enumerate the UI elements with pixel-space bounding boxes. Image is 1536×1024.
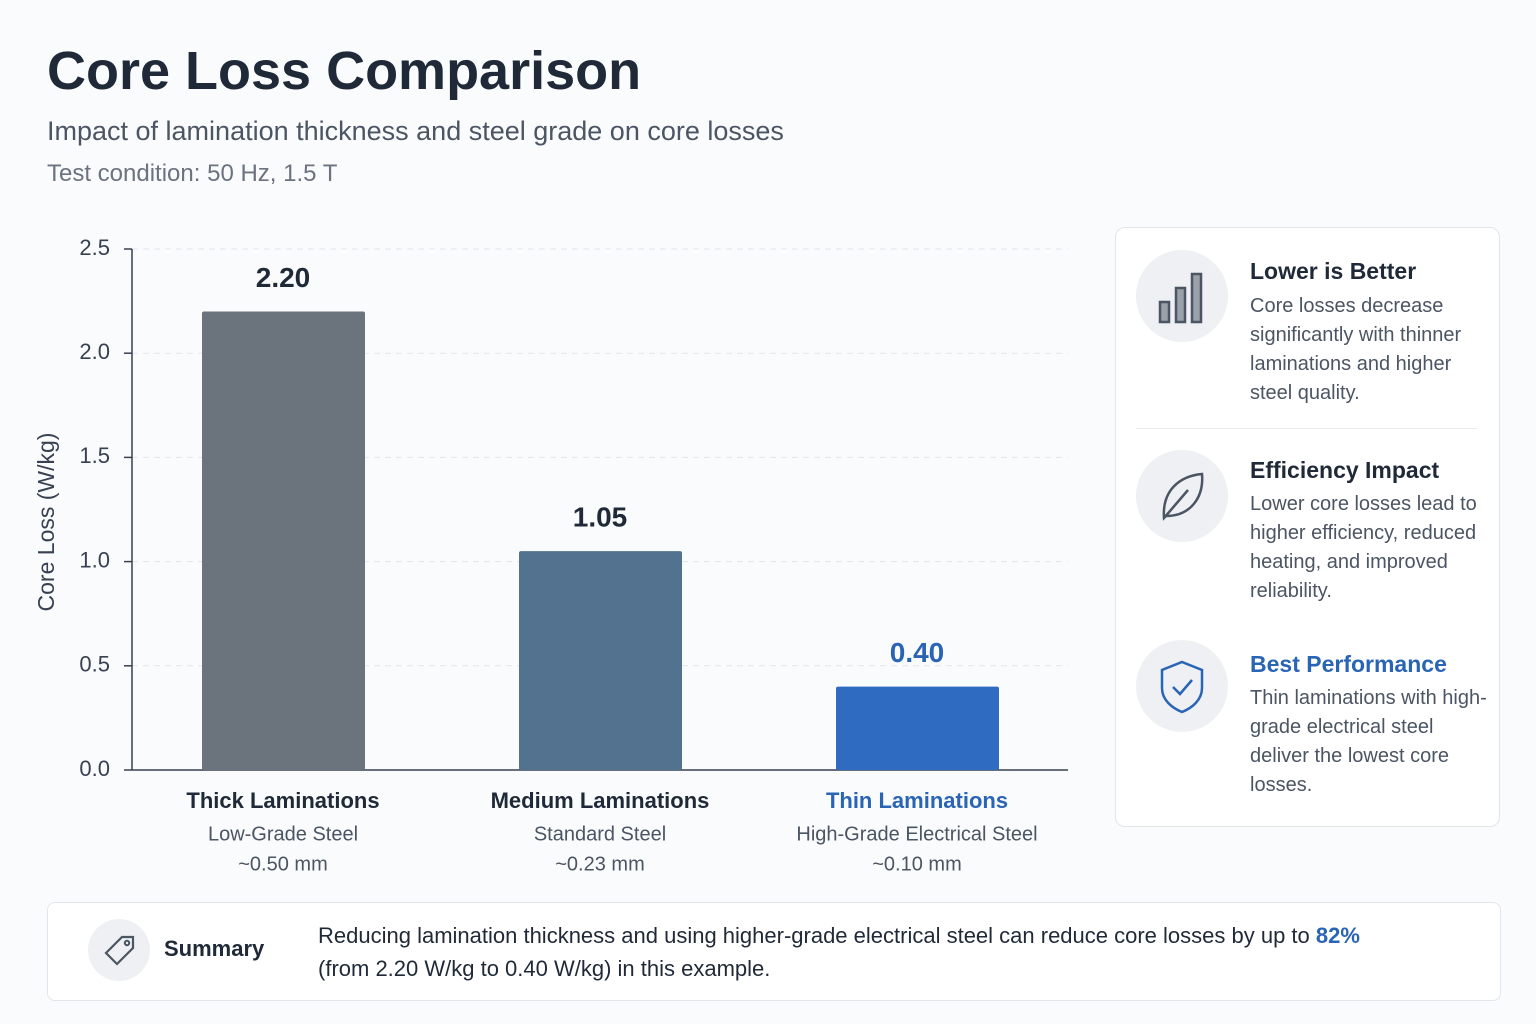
- value-label: 2.20: [256, 262, 311, 293]
- panel-text: Core losses decrease significantly with …: [1250, 295, 1462, 404]
- panel-title: Efficiency Impact: [1250, 457, 1440, 483]
- bar: [836, 686, 999, 770]
- summary-text: (from 2.20 W/kg to 0.40 W/kg) in this ex…: [318, 956, 771, 981]
- panel-title: Lower is Better: [1250, 258, 1417, 284]
- panel-text: Lower core losses lead to higher efficie…: [1250, 493, 1477, 602]
- y-tick-label: 2.5: [79, 235, 110, 260]
- icon-shield: [1136, 640, 1228, 732]
- y-tick-label: 0.5: [79, 652, 110, 677]
- y-tick-label: 1.0: [79, 547, 110, 572]
- panel-title: Best Performance: [1250, 651, 1447, 677]
- category-grade: Standard Steel: [534, 823, 666, 845]
- bar: [519, 551, 682, 770]
- category-thickness: ~0.10 mm: [872, 853, 961, 875]
- x-tick-label: Thin Laminations: [826, 788, 1008, 813]
- summary-label: Summary: [164, 936, 265, 961]
- summary-text: Reducing lamination thickness and using …: [318, 923, 1310, 948]
- y-tick-label: 2.0: [79, 339, 110, 364]
- summary-line: Reducing lamination thickness and using …: [318, 923, 1360, 949]
- bar: [202, 311, 365, 770]
- note: Test condition: 50 Hz, 1.5 T: [47, 160, 338, 187]
- y-tick-label: 1.5: [79, 443, 110, 468]
- category-grade: Low-Grade Steel: [208, 823, 358, 845]
- title: Core Loss Comparison: [47, 41, 642, 101]
- x-tick-label: Thick Laminations: [186, 788, 379, 813]
- divider: [1136, 428, 1478, 429]
- y-tick-label: 0.0: [79, 756, 110, 781]
- y-axis-label: Core Loss (W/kg): [33, 433, 59, 612]
- icon-bars: [1136, 250, 1228, 342]
- summary-box: Summary Reducing lamination thickness an…: [47, 902, 1501, 1001]
- chart: Core Loss (W/kg) 0.0 0.5 1.0 1.5 2.0 2.5 2.20 T…: [33, 235, 1068, 875]
- value-label: 0.40: [890, 637, 945, 668]
- category-grade: High-Grade Electrical Steel: [796, 823, 1037, 845]
- panel-text: Thin laminations with high-grade electri…: [1250, 687, 1487, 796]
- value-label: 1.05: [573, 502, 628, 533]
- info-panel: Lower is Better Core losses decrease sig…: [1115, 227, 1500, 827]
- category-thickness: ~0.23 mm: [555, 853, 644, 875]
- icon-tag: [88, 919, 150, 981]
- subtitle: Impact of lamination thickness and steel…: [47, 116, 784, 146]
- icon-leaf: [1136, 450, 1228, 542]
- x-tick-label: Medium Laminations: [491, 788, 710, 813]
- category-thickness: ~0.50 mm: [238, 853, 327, 875]
- summary-highlight: 82%: [1315, 923, 1360, 948]
